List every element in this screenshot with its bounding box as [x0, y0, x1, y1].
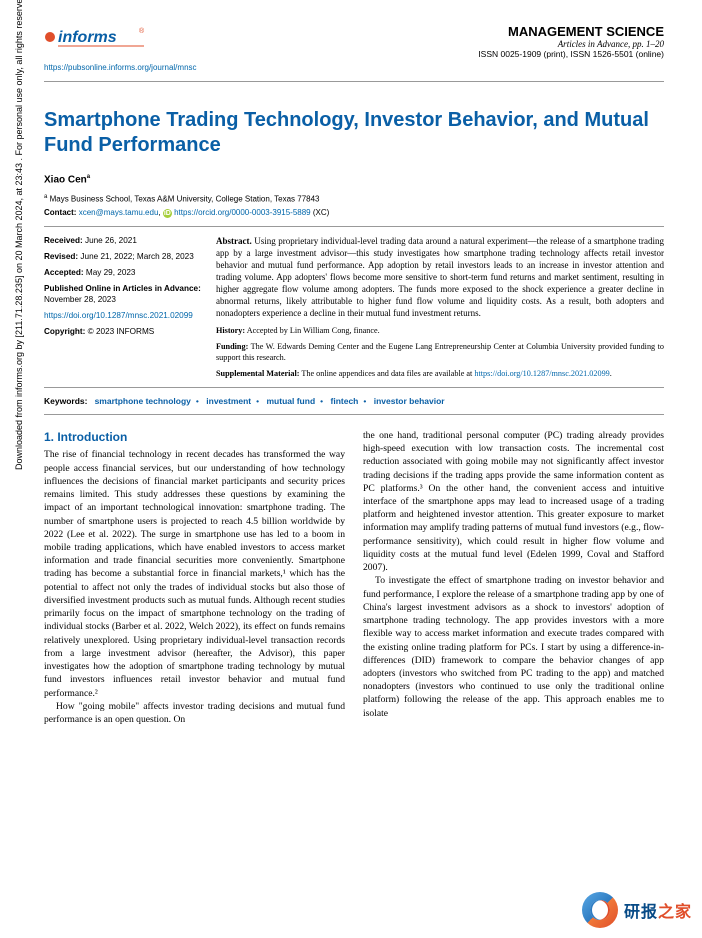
informs-logo: informs ® — [44, 24, 244, 55]
abstract-block: Abstract. Using proprietary individual-l… — [216, 235, 664, 379]
author-sup: a — [87, 174, 90, 180]
meta-left-column: Received: June 26, 2021 Revised: June 21… — [44, 235, 204, 379]
author-name: Xiao Cen — [44, 174, 87, 185]
meta-row: Received: June 26, 2021 Revised: June 21… — [44, 226, 664, 388]
body-columns: 1. Introduction The rise of financial te… — [44, 429, 664, 726]
watermark-text: 研报之家 — [624, 898, 692, 922]
column-left: 1. Introduction The rise of financial te… — [44, 429, 345, 726]
funding-label: Funding: — [216, 342, 248, 351]
affiliation-line: a Mays Business School, Texas A&M Univer… — [44, 193, 664, 205]
watermark-icon — [582, 892, 618, 928]
abstract-text: Using proprietary individual-level tradi… — [216, 236, 664, 319]
doi-link[interactable]: https://doi.org/10.1287/mnsc.2021.02099 — [44, 311, 193, 320]
pubonline-label: Published Online in Articles in Advance: — [44, 284, 201, 293]
journal-subtitle: Articles in Advance, pp. 1–20 — [478, 39, 664, 49]
body-paragraph: How "going mobile" affects investor trad… — [44, 700, 345, 726]
affiliation-text: Mays Business School, Texas A&M Universi… — [50, 195, 320, 204]
journal-info: MANAGEMENT SCIENCE Articles in Advance, … — [478, 24, 664, 59]
svg-text:informs: informs — [58, 29, 117, 46]
body-paragraph: To investigate the effect of smartphone … — [363, 574, 664, 720]
contact-line: Contact: xcen@mays.tamu.edu, iD https://… — [44, 208, 664, 217]
supmat-label: Supplemental Material: — [216, 369, 299, 378]
body-paragraph: the one hand, traditional personal compu… — [363, 429, 664, 575]
accepted-label: Accepted: — [44, 268, 84, 277]
copyright-label: Copyright: — [44, 327, 85, 336]
keyword: investment — [206, 396, 251, 406]
section-heading: 1. Introduction — [44, 429, 345, 446]
supmat-link[interactable]: https://doi.org/10.1287/mnsc.2021.02099 — [474, 369, 609, 378]
keyword: smartphone technology — [95, 396, 191, 406]
keywords-block: Keywords: smartphone technology• investm… — [44, 388, 664, 415]
contact-label: Contact: — [44, 208, 76, 217]
funding-line: Funding: The W. Edwards Deming Center an… — [216, 341, 664, 363]
article-title: Smartphone Trading Technology, Investor … — [44, 108, 664, 158]
svg-text:®: ® — [139, 27, 145, 35]
history-line: History: Accepted by Lin William Cong, f… — [216, 325, 664, 336]
journal-issn: ISSN 0025-1909 (print), ISSN 1526-5501 (… — [478, 49, 664, 59]
received-label: Received: — [44, 236, 83, 245]
pubonline-date: November 28, 2023 — [44, 295, 116, 304]
funding-text: The W. Edwards Deming Center and the Eug… — [216, 342, 664, 362]
supmat-prefix: The online appendices and data files are… — [301, 369, 474, 378]
orcid-icon: iD — [163, 209, 172, 218]
publisher-logo-block: informs ® https://pubsonline.informs.org… — [44, 24, 244, 75]
watermark: 研报之家 — [582, 892, 692, 928]
wm-text-a: 研报 — [624, 904, 658, 921]
affil-label: a — [44, 194, 47, 200]
page-header: informs ® https://pubsonline.informs.org… — [44, 24, 664, 82]
author-line: Xiao Cena — [44, 174, 664, 185]
orcid-suffix: (XC) — [313, 208, 329, 217]
journal-url-link[interactable]: https://pubsonline.informs.org/journal/m… — [44, 63, 197, 72]
supmat-line: Supplemental Material: The online append… — [216, 368, 664, 379]
keyword: fintech — [331, 396, 359, 406]
history-label: History: — [216, 326, 245, 335]
history-text: Accepted by Lin William Cong, finance. — [247, 326, 380, 335]
keywords-label: Keywords: — [44, 396, 87, 406]
page-content: informs ® https://pubsonline.informs.org… — [44, 24, 664, 726]
accepted-date: May 29, 2023 — [86, 268, 136, 277]
download-sidenote: Downloaded from informs.org by [211.71.2… — [14, 0, 24, 470]
wm-text-b: 之家 — [658, 904, 692, 921]
revised-date: June 21, 2022; March 28, 2023 — [80, 252, 193, 261]
revised-label: Revised: — [44, 252, 78, 261]
copyright-text: © 2023 INFORMS — [88, 327, 155, 336]
journal-name: MANAGEMENT SCIENCE — [478, 24, 664, 39]
abstract-label: Abstract. — [216, 236, 252, 246]
body-paragraph: The rise of financial technology in rece… — [44, 448, 345, 699]
received-date: June 26, 2021 — [85, 236, 137, 245]
orcid-link[interactable]: https://orcid.org/0000-0003-3915-5889 — [174, 208, 311, 217]
contact-email-link[interactable]: xcen@mays.tamu.edu — [79, 208, 159, 217]
keyword: mutual fund — [267, 396, 316, 406]
column-right: the one hand, traditional personal compu… — [363, 429, 664, 726]
keyword: investor behavior — [374, 396, 445, 406]
